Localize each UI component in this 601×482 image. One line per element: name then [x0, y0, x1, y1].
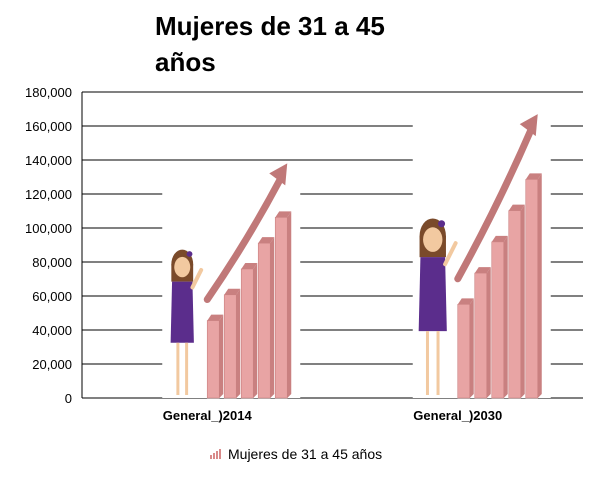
y-tick-label: 140,000: [25, 153, 72, 168]
y-tick-label: 0: [65, 391, 72, 406]
girl-dress: [418, 257, 447, 332]
bar-chart-icon: [210, 449, 222, 459]
y-tick-label: 40,000: [32, 323, 72, 338]
bar: [162, 163, 301, 399]
y-tick-label: 160,000: [25, 119, 72, 134]
bar-step-top: [525, 173, 542, 180]
bar-step-side: [486, 267, 491, 398]
bar-step-side: [503, 235, 508, 398]
bar-step-side: [270, 237, 275, 398]
bar-step: [457, 304, 471, 399]
y-axis: 0 20,000 40,000 60,000 80,000 100,000 120,000 1…: [25, 85, 83, 406]
bar-step: [491, 241, 505, 399]
legend: Mujeres de 31 a 45 años: [210, 446, 382, 462]
bar-step-side: [253, 262, 258, 398]
bar-step-top: [241, 262, 258, 269]
x-axis: General_)2014 General_)2030: [163, 408, 502, 423]
x-tick-label: General_)2014: [163, 408, 253, 423]
arrowhead: [519, 114, 538, 137]
y-tick-label: 80,000: [32, 255, 72, 270]
y-tick-label: 120,000: [25, 187, 72, 202]
girl-figure: [170, 249, 204, 395]
bar-step-top: [474, 267, 491, 274]
legend-label: Mujeres de 31 a 45 años: [228, 446, 383, 462]
arrowhead: [269, 163, 288, 186]
bar-step: [508, 210, 522, 399]
bar-step-top: [491, 235, 508, 242]
girl-arm: [443, 241, 458, 267]
bar-step-top: [508, 204, 525, 211]
bar-step: [474, 272, 488, 399]
y-tick-label: 20,000: [32, 357, 72, 372]
x-tick-label: General_)2030: [413, 408, 502, 423]
bar-step-side: [469, 298, 474, 398]
y-tick-label: 60,000: [32, 289, 72, 304]
girl-face: [174, 256, 191, 278]
girl-figure: [418, 218, 458, 395]
bar-step: [525, 179, 539, 399]
arrow-icon: [454, 124, 536, 283]
bar-step: [274, 217, 288, 399]
bar-step: [223, 294, 237, 399]
girl-arm: [190, 268, 204, 290]
bar-step-side: [520, 204, 525, 398]
bar-step-side: [219, 314, 224, 398]
girl-dress: [170, 281, 194, 343]
bar-step-top: [258, 237, 275, 244]
bar-step-top: [457, 298, 474, 305]
girl-bow: [438, 220, 446, 228]
y-tick-label: 180,000: [25, 85, 72, 100]
bar-step: [257, 242, 271, 399]
bar-step: [240, 268, 254, 399]
chart-title: Mujeres de 31 a 45 años: [155, 11, 385, 77]
bar-step-top: [207, 314, 224, 321]
arrow-icon: [203, 173, 285, 303]
girl-face: [423, 227, 443, 252]
bars: [162, 114, 551, 399]
bar-step-side: [287, 211, 292, 398]
bar-step-top: [224, 288, 241, 295]
bar-step-side: [236, 288, 241, 398]
bar-step-top: [275, 211, 292, 218]
bar-step-side: [537, 173, 542, 398]
girl-bow: [186, 251, 193, 257]
y-tick-label: 100,000: [25, 221, 72, 236]
bar-step: [206, 320, 220, 399]
bar: [412, 114, 551, 399]
